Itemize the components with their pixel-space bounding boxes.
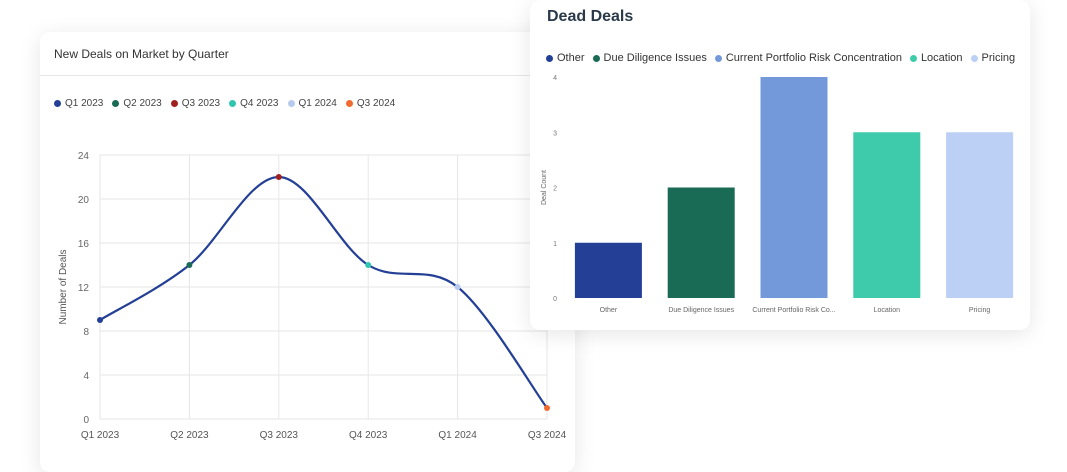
data-point-q3-2024[interactable] bbox=[544, 405, 550, 411]
legend-dot-icon bbox=[54, 100, 61, 107]
line-legend-item-q1-2024[interactable]: Q1 2024 bbox=[287, 98, 337, 109]
legend-dot-icon bbox=[714, 54, 722, 62]
legend-label: Current Portfolio Risk Concentration bbox=[725, 52, 902, 64]
y-tick-label: 4 bbox=[83, 371, 89, 382]
line-legend-item-q3-2023[interactable]: Q3 2023 bbox=[170, 98, 221, 109]
line-chart-header: New Deals on Market by Quarter bbox=[40, 32, 575, 76]
legend-dot-icon bbox=[287, 100, 295, 107]
legend-label: Q3 2023 bbox=[181, 98, 221, 109]
bar-pricing[interactable] bbox=[946, 132, 1014, 298]
x-tick-label: Q3 2023 bbox=[260, 430, 299, 441]
legend-label: Q1 2024 bbox=[298, 98, 337, 109]
series-line bbox=[99, 175, 548, 409]
legend-label: Pricing bbox=[981, 52, 1016, 64]
bar-chart-card: Dead Deals Other Due Diligence Issues Curr… bbox=[530, 0, 1030, 330]
y-tick-label: 0 bbox=[553, 296, 557, 303]
line-legend-item-q2-2023[interactable]: Q2 2023 bbox=[112, 98, 162, 109]
line-chart-card: New Deals on Market by Quarter Q1 2023 Q2… bbox=[40, 32, 575, 472]
legend-dot-icon bbox=[229, 100, 237, 107]
line-legend-item-q3-2024[interactable]: Q3 2024 bbox=[345, 98, 396, 109]
y-tick-label: 16 bbox=[78, 239, 90, 250]
x-tick-label: Q4 2023 bbox=[349, 430, 388, 441]
y-tick-label: 3 bbox=[553, 130, 557, 137]
legend-label: Q2 2023 bbox=[123, 98, 162, 109]
x-tick-label: Pricing bbox=[969, 307, 991, 314]
legend-dot-icon bbox=[345, 100, 353, 107]
x-tick-label: Q3 2024 bbox=[528, 430, 567, 441]
data-point-q1-2023[interactable] bbox=[97, 317, 103, 323]
y-tick-label: 8 bbox=[83, 327, 89, 338]
x-tick-label: Due Diligence Issues bbox=[668, 307, 734, 314]
legend-label: Q3 2024 bbox=[356, 98, 396, 109]
bar-location[interactable] bbox=[853, 132, 921, 298]
x-tick-label: Q1 2023 bbox=[81, 430, 120, 441]
legend-dot-icon bbox=[970, 54, 978, 62]
legend-dot-icon bbox=[909, 54, 917, 62]
y-tick-label: 4 bbox=[553, 75, 557, 82]
bar-current-portfolio-risk-concentration[interactable] bbox=[760, 77, 828, 298]
data-point-q3-2023[interactable] bbox=[275, 174, 282, 180]
legend-dot-icon bbox=[546, 54, 553, 62]
bar-due-diligence-issues[interactable] bbox=[667, 187, 735, 299]
bar-legend-item-other[interactable]: Other bbox=[546, 52, 585, 64]
data-point-q2-2023[interactable] bbox=[186, 262, 193, 268]
data-point-q4-2023[interactable] bbox=[365, 262, 372, 268]
y-tick-label: 20 bbox=[78, 195, 90, 206]
line-chart-title: New Deals on Market by Quarter bbox=[54, 46, 229, 61]
x-tick-label: Other bbox=[600, 307, 618, 314]
y-axis-label: Deal Count bbox=[541, 170, 548, 205]
x-tick-label: Q2 2023 bbox=[170, 430, 209, 441]
bar-chart: 0 1 2 3 4 Deal Count Other Due Diligence Issues… bbox=[541, 75, 1014, 314]
bar-other[interactable] bbox=[574, 242, 642, 298]
line-legend-item-q4-2023[interactable]: Q4 2023 bbox=[229, 98, 279, 109]
y-tick-label: 2 bbox=[553, 186, 557, 193]
bar-chart-title: Dead Deals bbox=[547, 8, 634, 25]
y-axis-label: Number of Deals bbox=[58, 249, 69, 324]
x-tick-label: Location bbox=[874, 307, 901, 314]
legend-label: Due Diligence Issues bbox=[603, 52, 707, 64]
bar-legend-item-location[interactable]: Location bbox=[909, 52, 963, 64]
x-tick-label: Current Portfolio Risk Co... bbox=[752, 307, 835, 314]
y-tick-label: 0 bbox=[83, 415, 89, 426]
legend-label: Q1 2023 bbox=[65, 98, 104, 109]
legend-label: Q4 2023 bbox=[240, 98, 279, 109]
legend-dot-icon bbox=[592, 54, 600, 62]
legend-dot-icon bbox=[112, 100, 120, 107]
line-chart-legend: Q1 2023 Q2 2023 Q3 2023 Q4 2023 Q1 2024 Q3 20… bbox=[54, 98, 404, 109]
x-tick-label: Q1 2024 bbox=[438, 430, 477, 441]
bar-chart-legend: Other Due Diligence Issues Current Portfol… bbox=[546, 52, 1023, 64]
bar-legend-item-pricing[interactable]: Pricing bbox=[970, 52, 1016, 64]
line-legend-item-q1-2023[interactable]: Q1 2023 bbox=[54, 98, 103, 109]
y-tick-label: 24 bbox=[78, 151, 90, 162]
bar-legend-item-due-diligence-issues[interactable]: Due Diligence Issues bbox=[592, 52, 707, 64]
legend-label: Other bbox=[557, 52, 585, 64]
y-tick-label: 12 bbox=[78, 283, 90, 294]
bar-legend-item-current-portfolio-risk-concentration[interactable]: Current Portfolio Risk Concentration bbox=[714, 52, 902, 64]
legend-label: Location bbox=[920, 52, 963, 64]
legend-dot-icon bbox=[170, 100, 178, 107]
data-point-q1-2024[interactable] bbox=[454, 284, 461, 290]
y-tick-label: 1 bbox=[553, 241, 557, 248]
